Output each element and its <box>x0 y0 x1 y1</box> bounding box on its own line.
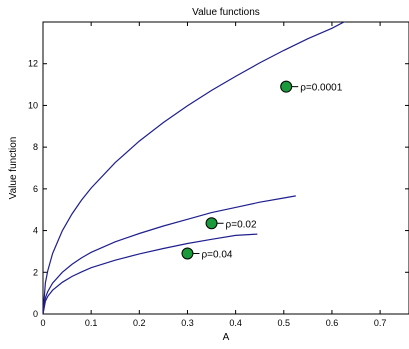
y-tick-label: 10 <box>28 100 38 110</box>
series-line-2 <box>43 195 296 314</box>
plot-area-frame <box>42 21 409 315</box>
x-tick-label: 0.2 <box>133 318 146 328</box>
series-label-2: ρ=0.02 <box>226 219 257 230</box>
series-layer <box>43 22 346 314</box>
chart-title: Value functions <box>192 7 260 18</box>
y-tick-label: 12 <box>28 59 38 69</box>
y-tick-label: 4 <box>33 226 38 236</box>
y-tick-label: 0 <box>33 309 38 319</box>
x-axis-label: A <box>223 332 230 343</box>
y-axis-label: Value function <box>8 137 19 200</box>
series-label-3: ρ=0.04 <box>201 250 232 261</box>
series-marker-2 <box>205 217 218 230</box>
x-tick-label: 0 <box>40 318 45 328</box>
x-tick-label: 0.7 <box>374 318 387 328</box>
y-tick-label: 2 <box>33 267 38 277</box>
series-marker-1 <box>280 80 293 93</box>
x-tick-label: 0.6 <box>326 318 339 328</box>
series-label-1: ρ=0.0001 <box>300 83 343 94</box>
series-line-3 <box>43 233 258 314</box>
y-tick-label: 8 <box>33 142 38 152</box>
x-tick-label: 0.4 <box>229 318 242 328</box>
x-tick-label: 0.5 <box>278 318 291 328</box>
series-marker-3 <box>181 247 194 260</box>
x-tick-label: 0.3 <box>181 318 194 328</box>
x-axis-ticks: 0 0.1 0.2 0.3 0.4 0.5 0.6 0.7 <box>40 22 386 328</box>
y-tick-label: 6 <box>33 184 38 194</box>
x-tick-label: 0.1 <box>85 318 98 328</box>
y-axis-ticks: 0 2 4 6 8 10 12 <box>28 59 409 319</box>
series-line-1 <box>43 22 346 314</box>
marker-layer: ρ=0.0001 ρ=0.02 ρ=0.04 <box>181 80 343 261</box>
